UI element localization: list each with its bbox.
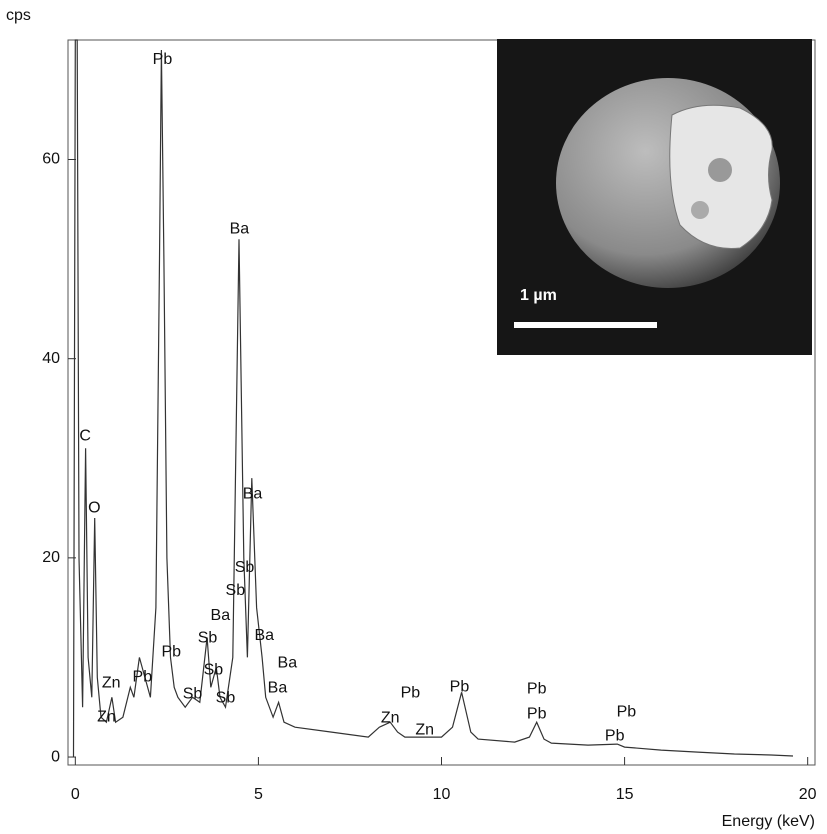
peak-label: Zn: [102, 675, 121, 692]
peak-label: Sb: [183, 686, 203, 703]
scale-label: 1 µm: [520, 287, 557, 304]
peak-label: Pb: [161, 644, 181, 661]
x-tick-label: 0: [71, 786, 80, 803]
inset-image: 1 µm: [497, 39, 812, 355]
peak-label: Zn: [97, 708, 116, 725]
peak-label: O: [88, 499, 100, 516]
peak-label: Ba: [278, 655, 298, 672]
peak-label: Sb: [198, 630, 218, 647]
page: cps Energy (keV) 0 20 40 60 0 5 10 15 20 Pb Ba C O Ba…: [0, 0, 827, 834]
peak-label: Sb: [216, 689, 236, 706]
peak-label: Sb: [235, 559, 255, 576]
peak-label: Ba: [243, 485, 263, 502]
x-tick-label: 20: [799, 786, 817, 803]
peak-label: Pb: [153, 51, 173, 68]
peak-label: Pb: [527, 681, 547, 698]
y-tick-label: 20: [42, 549, 60, 566]
y-axis-label: cps: [6, 7, 31, 24]
y-tick-label: 0: [51, 748, 60, 765]
x-tick-label: 10: [433, 786, 451, 803]
y-tick-label: 40: [42, 350, 60, 367]
peak-label: Ba: [254, 627, 274, 644]
peak-label: Pb: [617, 703, 637, 720]
fracture-detail: [691, 201, 709, 219]
chart: cps Energy (keV) 0 20 40 60 0 5 10 15 20 Pb Ba C O Ba…: [0, 0, 827, 834]
x-tick-label: 5: [254, 786, 263, 803]
peak-label: Pb: [605, 727, 625, 744]
peak-label: C: [79, 428, 91, 445]
peak-label: Zn: [415, 721, 434, 738]
fracture-detail: [708, 158, 732, 182]
peak-label: Pb: [401, 685, 421, 702]
peak-label: Sb: [204, 662, 224, 679]
peak-label: Ba: [268, 680, 288, 697]
y-tick-label: 60: [42, 151, 60, 168]
peak-label: Ba: [230, 220, 250, 237]
peak-label: Pb: [450, 679, 470, 696]
x-tick-label: 15: [616, 786, 634, 803]
peak-label: Ba: [211, 607, 231, 624]
peak-label: Sb: [226, 582, 246, 599]
x-axis-label: Energy (keV): [722, 813, 815, 830]
peak-label: Zn: [381, 709, 400, 726]
peak-label: Pb: [133, 669, 153, 686]
peak-label: Pb: [527, 705, 547, 722]
